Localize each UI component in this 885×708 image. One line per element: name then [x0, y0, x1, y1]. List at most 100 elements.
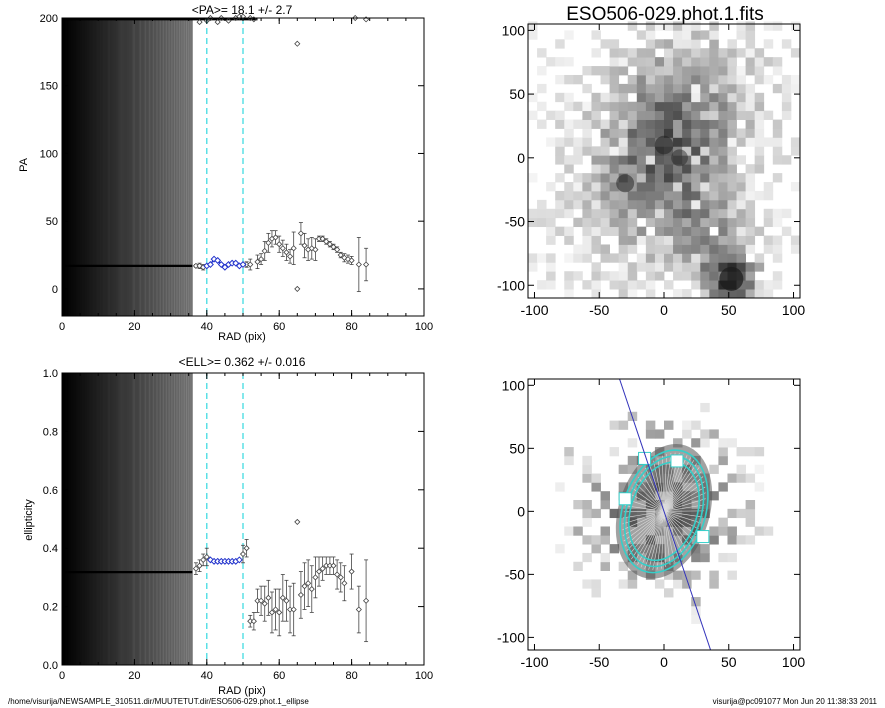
image-pixel: [609, 173, 620, 183]
image-pixel: [546, 110, 556, 120]
pa-x-tick-label: 0: [59, 321, 65, 333]
image-pixel: [591, 289, 601, 299]
image-pixel: [682, 66, 692, 76]
image-pixel: [546, 280, 556, 290]
image-pixel: [555, 155, 565, 165]
image-pixel: [709, 66, 719, 76]
image-pixel: [682, 253, 692, 263]
image-pixel: [709, 48, 719, 58]
image-pixel: [664, 235, 674, 245]
image-pixel: [700, 289, 710, 299]
image-pixel: [700, 217, 710, 228]
model-pixel: [718, 482, 728, 492]
image-pixel: [654, 253, 665, 263]
image-pixel: [555, 190, 565, 201]
ell-data-point: [196, 562, 203, 569]
ell-x-tick-label: 40: [201, 670, 213, 682]
model-pixel: [591, 544, 601, 554]
image-pixel: [645, 289, 656, 299]
model-pixel: [618, 464, 629, 474]
model-pixel: [700, 544, 710, 554]
image-pixel: [573, 101, 583, 112]
image-pixel: [673, 262, 683, 272]
image-pixel: [727, 289, 737, 299]
galaxy-image-panel: -100 -50 0 50 100 -100 -50 0 50 100 ESO506-029.ph…: [497, 4, 805, 318]
model-pixel: [582, 473, 592, 483]
image-pixel: [709, 128, 719, 138]
image-pixel: [727, 128, 737, 138]
pa-top-marker: [247, 14, 254, 22]
image-pixel: [555, 57, 565, 67]
image-pixel: [627, 119, 638, 129]
image-pixel: [718, 92, 728, 103]
image-pixel: [700, 226, 710, 236]
model-pixel: [691, 420, 701, 430]
pa-data-point: [348, 257, 355, 264]
image-pixel: [763, 182, 774, 192]
image-pixel: [781, 101, 792, 112]
image-pixel: [609, 119, 620, 129]
image-pixel: [609, 110, 620, 120]
image-pixel: [582, 280, 592, 290]
image-pixel: [673, 217, 683, 228]
image-pixel: [573, 74, 583, 85]
image-pixel: [582, 128, 592, 138]
image-pixel: [664, 74, 674, 85]
image-pixel: [673, 253, 683, 263]
image-pixel: [600, 74, 610, 85]
image-pixel: [718, 235, 728, 245]
image-pixel: [691, 199, 701, 210]
image-pixel: [537, 119, 547, 129]
image-pixel: [673, 74, 683, 85]
image-pixel: [618, 83, 629, 94]
image-pixel: [645, 155, 656, 165]
image-pixel: [573, 190, 583, 201]
image-pixel: [618, 146, 629, 156]
image-pixel: [664, 173, 674, 183]
image-pixel: [645, 74, 656, 85]
image-pixel: [664, 217, 674, 228]
image-pixel: [609, 199, 620, 210]
image-pixel: [591, 280, 601, 290]
image-pixel: [546, 182, 556, 192]
image-pixel: [691, 190, 701, 201]
image-pixel: [645, 253, 656, 263]
image-pixel: [564, 199, 574, 210]
image-pixel: [627, 190, 638, 201]
image-pixel: [709, 271, 719, 281]
image-pixel: [654, 199, 665, 210]
image-pixel: [736, 83, 746, 94]
image-pixel: [772, 146, 783, 156]
image-pixel: [609, 74, 620, 85]
image-pixel: [682, 137, 692, 147]
image-pixel: [718, 48, 728, 58]
pa-data-point: [301, 242, 308, 249]
image-pixel: [618, 110, 629, 120]
image-pixel: [709, 119, 719, 129]
image-pixel: [636, 119, 647, 129]
model-pixel: [709, 579, 719, 589]
image-pixel: [772, 280, 783, 290]
image-pixel: [691, 128, 701, 138]
image-pixel: [555, 146, 565, 156]
isophote-spoke: [641, 472, 665, 512]
model-pixel: [582, 535, 592, 545]
ell-data-point: [239, 550, 247, 558]
pa-data-point: [341, 254, 348, 261]
image-pixel: [709, 173, 719, 183]
image-pixel: [636, 199, 647, 210]
image-pixel: [673, 92, 683, 103]
image-pixel: [573, 253, 583, 263]
image-pixel: [664, 182, 674, 192]
model-pixel: [727, 570, 737, 580]
image-pixel: [645, 271, 656, 281]
image-pixel: [763, 190, 774, 201]
pa-data-point: [319, 235, 326, 242]
ell-data-point: [294, 518, 301, 525]
image-pixel: [600, 66, 610, 76]
image-pixel: [700, 101, 710, 112]
image-pixel: [682, 164, 692, 174]
image-y-tick-label: 50: [509, 86, 525, 102]
image-pixel: [745, 30, 756, 40]
image-pixel: [691, 137, 701, 147]
